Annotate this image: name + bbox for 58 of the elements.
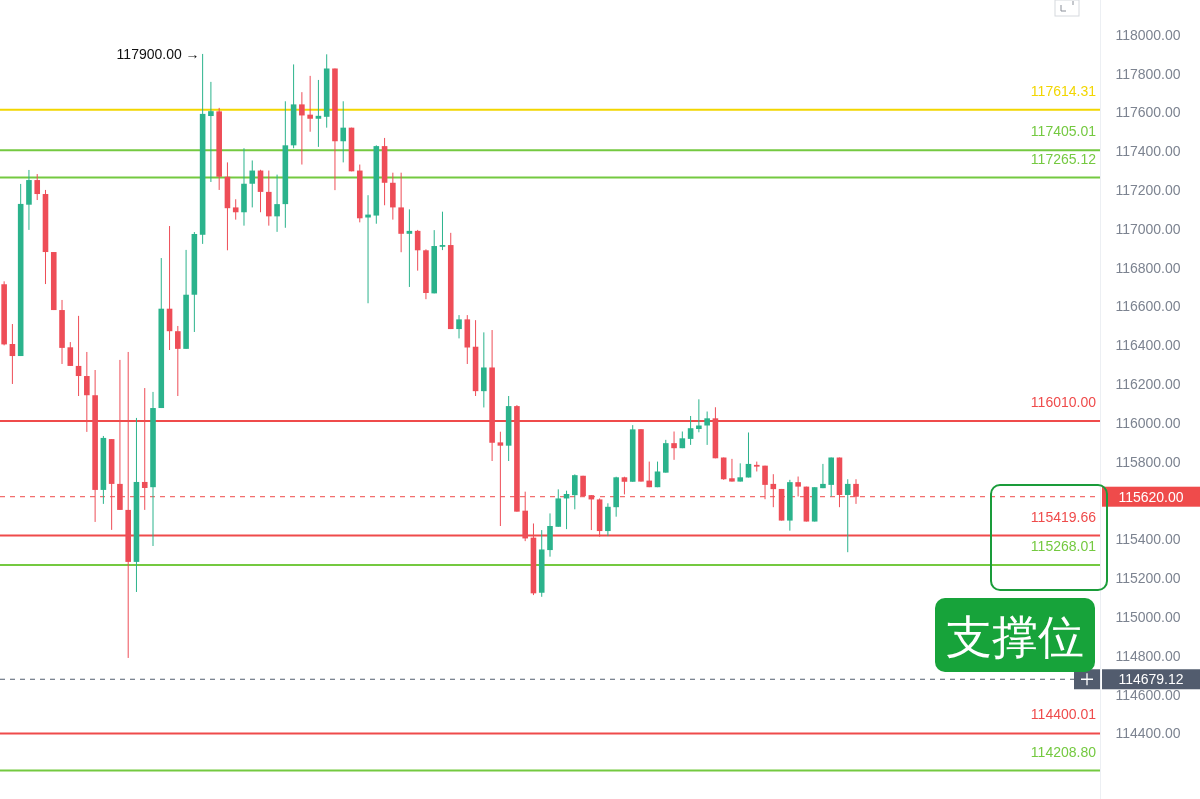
candlestick	[315, 79, 322, 148]
candlestick	[406, 208, 413, 288]
y-tick-label: 117800.00	[1115, 65, 1181, 82]
y-tick-label: 116200.00	[1115, 376, 1181, 393]
y-tick-label: 116400.00	[1115, 337, 1181, 354]
annotation: 支撑位	[946, 609, 1084, 664]
ref-line-label: 114208.80	[1030, 743, 1097, 760]
candlestick	[232, 198, 239, 221]
ref-line-label: 115620.00	[1118, 488, 1184, 505]
ref-line-label: 114400.01	[1030, 706, 1097, 723]
y-tick-label: 114400.00	[1115, 725, 1181, 742]
ref-line-label: 114679.12	[1118, 671, 1184, 688]
candlestick	[249, 159, 256, 208]
candlestick	[299, 91, 305, 166]
candlestick	[737, 462, 744, 483]
ref-line-label: 117614.31	[1030, 82, 1097, 99]
candlestick	[729, 458, 735, 483]
y-tick-label: 114600.00	[1115, 686, 1181, 703]
candlestick	[687, 415, 694, 446]
candlestick	[481, 331, 487, 408]
candlestick	[456, 314, 462, 339]
ref-line-label: 116010.00	[1030, 394, 1097, 411]
candlestick	[307, 75, 313, 133]
y-tick-label: 118000.00	[1115, 26, 1181, 43]
y-tick-label: 115800.00	[1115, 453, 1181, 470]
candlestick	[704, 411, 710, 446]
y-tick-label: 116800.00	[1115, 259, 1181, 276]
y-tick-label: 115000.00	[1115, 608, 1181, 625]
candlestick	[67, 341, 74, 367]
y-tick-label: 117600.00	[1115, 104, 1181, 121]
candlestick	[654, 461, 661, 488]
candlestick	[175, 325, 181, 397]
candlestick	[34, 173, 41, 201]
candlestick	[9, 323, 16, 385]
y-tick-label: 115400.00	[1115, 531, 1181, 548]
ref-line-label: 117405.01	[1030, 123, 1097, 140]
annotation: 117900.00 →	[116, 45, 200, 62]
candlestick	[696, 398, 702, 433]
y-tick-label: 116600.00	[1115, 298, 1181, 315]
candlestick	[646, 461, 653, 488]
y-tick-label: 117400.00	[1115, 143, 1181, 160]
ref-line-label: 117265.12	[1030, 150, 1097, 167]
ref-line-label: 115268.01	[1030, 538, 1097, 554]
ref-line-label: 115419.66	[1030, 508, 1097, 525]
candlestick	[439, 211, 446, 251]
candlestick	[340, 100, 347, 163]
candlestick	[365, 194, 371, 304]
candlestick	[572, 473, 578, 510]
candlestick	[208, 81, 214, 183]
candlestick	[844, 478, 851, 553]
y-tick-label: 114800.00	[1115, 647, 1181, 664]
y-tick-label: 117200.00	[1115, 182, 1181, 199]
y-tick-label: 117000.00	[1115, 220, 1181, 237]
y-tick-label: 116000.00	[1115, 414, 1181, 431]
y-tick-label: 115200.00	[1115, 570, 1181, 587]
candlestick	[671, 431, 677, 461]
candlestick	[274, 174, 280, 233]
candlestick	[820, 463, 826, 489]
